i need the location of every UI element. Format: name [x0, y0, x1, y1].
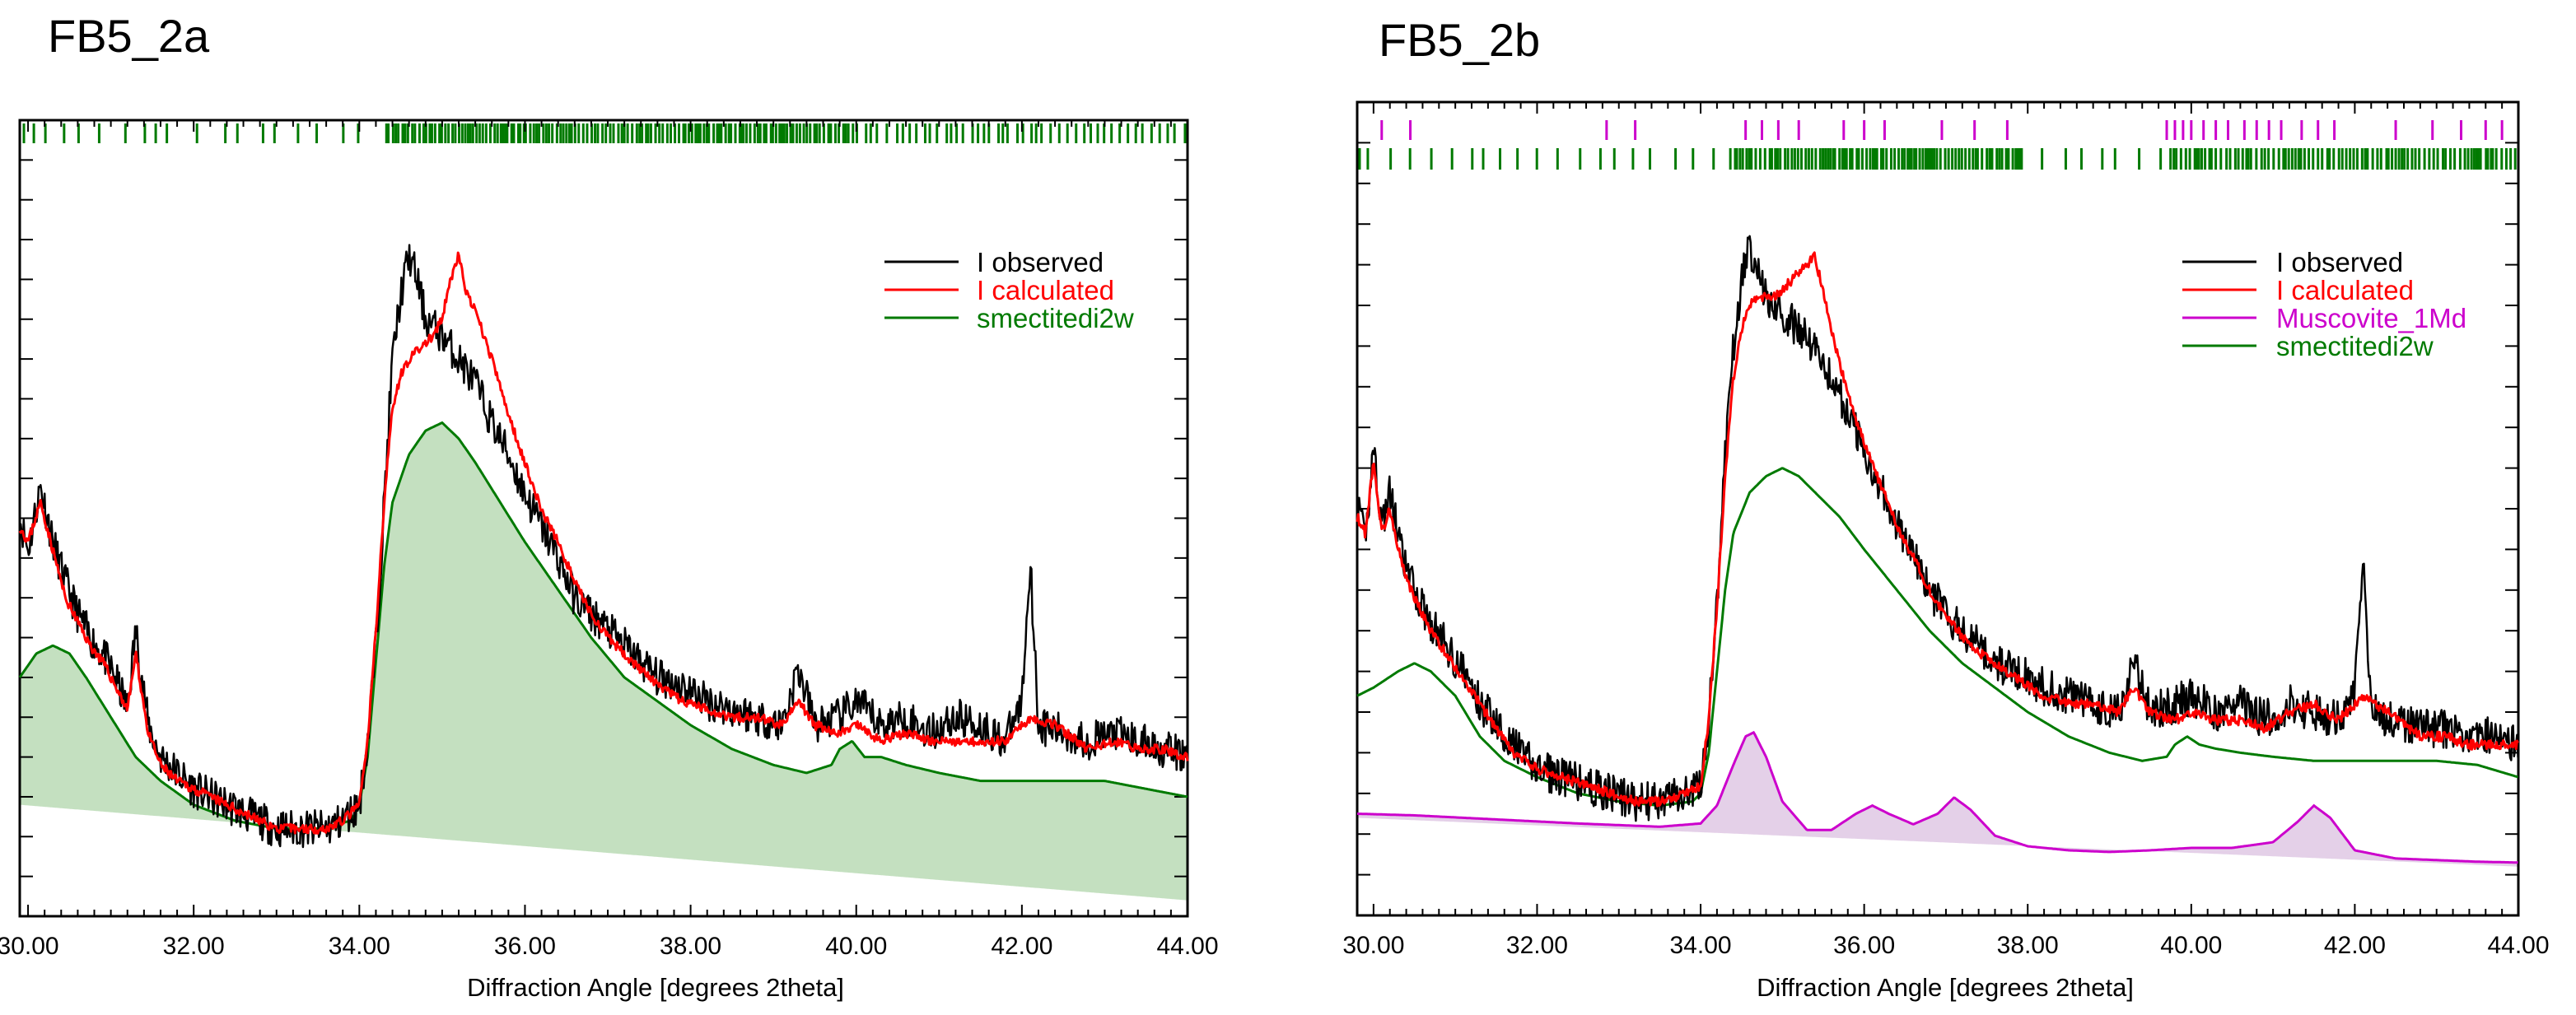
- legend-label-calculated: I calculated: [977, 275, 1114, 305]
- smectite-area-fill: [20, 422, 1188, 901]
- x-tick-label: 34.00: [1670, 932, 1732, 959]
- chart-title: FB5_2a: [48, 10, 210, 62]
- x-tick-label: 32.00: [1506, 932, 1568, 959]
- x-tick-label: 30.00: [0, 933, 59, 960]
- legend-label-smectite: smectitedi2w: [977, 303, 1134, 333]
- reflection-markers-smectite: [22, 123, 1187, 143]
- legend: I observed I calculated smectitedi2w: [884, 247, 1134, 333]
- axis-ticks: [1356, 102, 2519, 915]
- x-tick-label: 40.00: [2160, 932, 2222, 959]
- x-tick-label: 36.00: [1833, 932, 1895, 959]
- x-tick-label: 44.00: [2487, 932, 2549, 959]
- reflection-markers-muscovite: [1380, 120, 2504, 140]
- series-line-i-calculated: [1356, 251, 2519, 808]
- x-tick-labels: 30.00 32.00 34.00 36.00 38.00 40.00 42.00 44.00: [1342, 932, 2549, 959]
- x-tick-label: 42.00: [991, 933, 1052, 960]
- series-line-i-calculated: [18, 251, 1189, 835]
- series-line-smectitedi2w: [1356, 467, 2518, 808]
- legend-label-muscovite: Muscovite_1Md: [2276, 303, 2466, 333]
- panel-fb5-2a: FB5_2a 30.00 32.00 34.00 36.00 38.00 40.00 42.…: [0, 10, 1219, 1002]
- chart-title: FB5_2b: [1379, 14, 1540, 66]
- muscovite-filled-area: [1357, 732, 2518, 867]
- x-tick-label: 36.00: [494, 933, 556, 960]
- series-line-i-observed: [1356, 235, 2519, 822]
- x-tick-label: 44.00: [1156, 933, 1218, 960]
- x-tick-label: 40.00: [825, 933, 887, 960]
- reflection-markers-smectite: [1358, 148, 2517, 170]
- x-tick-label: 38.00: [660, 933, 721, 960]
- legend-label-smectite: smectitedi2w: [2276, 331, 2434, 361]
- legend-label-calculated: I calculated: [2276, 275, 2414, 305]
- axis-ticks: [20, 120, 1188, 916]
- muscovite-area-fill: [1357, 732, 2518, 867]
- x-axis-label: Diffraction Angle [degrees 2theta]: [467, 973, 844, 1002]
- legend: I observed I calculated Muscovite_1Md sm…: [2182, 247, 2466, 361]
- plot-frame: [1356, 100, 2520, 917]
- series-line-muscovite-1md: [1357, 730, 2518, 864]
- x-tick-label: 32.00: [163, 933, 225, 960]
- legend-label-observed: I observed: [977, 247, 1104, 277]
- x-tick-label: 38.00: [1997, 932, 2059, 959]
- x-tick-label: 34.00: [329, 933, 390, 960]
- x-tick-label: 30.00: [1342, 932, 1404, 959]
- smectite-filled-area: [20, 422, 1188, 901]
- x-tick-labels: 30.00 32.00 34.00 36.00 38.00 40.00 42.00 44.00: [0, 933, 1219, 960]
- x-tick-label: 42.00: [2324, 932, 2386, 959]
- legend-label-observed: I observed: [2276, 247, 2403, 277]
- x-axis-label: Diffraction Angle [degrees 2theta]: [1757, 973, 2134, 1002]
- panel-fb5-2b: FB5_2b 30.00 32.00 34.00 36.00 38.00 40.00 42.…: [1342, 14, 2549, 1002]
